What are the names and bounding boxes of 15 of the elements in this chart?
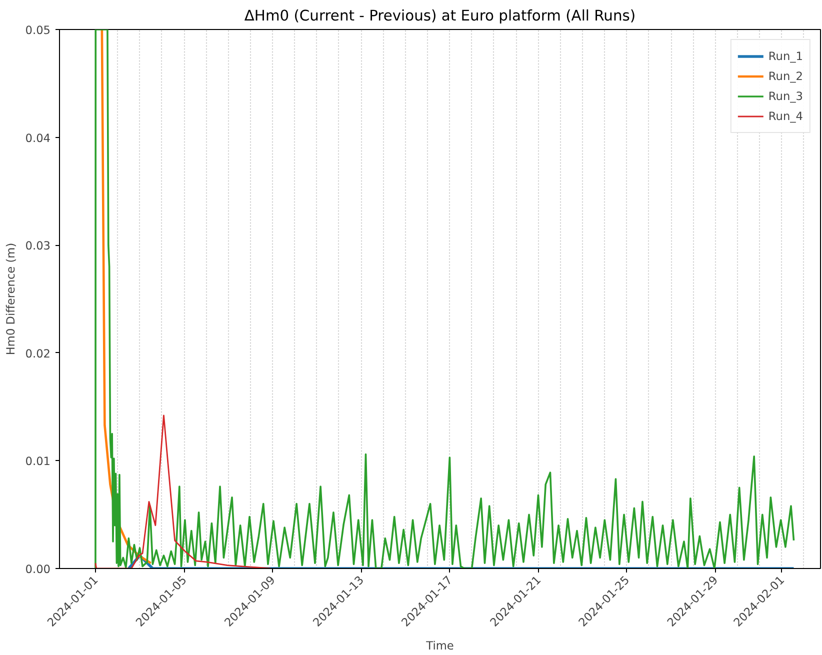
y-tick-label: 0.04 <box>25 130 51 145</box>
legend-label: Run_2 <box>768 69 803 83</box>
y-tick-label: 0.01 <box>25 454 51 468</box>
y-axis-title: Hm0 Difference (m) <box>3 242 18 356</box>
legend-label: Run_1 <box>768 49 803 63</box>
line-series <box>94 414 272 568</box>
line-series <box>100 30 152 564</box>
y-tick-label: 0.03 <box>25 238 51 253</box>
legend-label: Run_3 <box>768 89 803 103</box>
y-tick-label: 0.00 <box>25 562 51 576</box>
x-axis-title: Time <box>425 638 454 652</box>
y-tick-label: 0.02 <box>25 346 51 360</box>
legend-label: Run_4 <box>768 109 803 123</box>
chart-title: ΔHm0 (Current - Previous) at Euro platform (All Runs) <box>244 8 636 24</box>
y-tick-label: 0.05 <box>25 23 51 37</box>
